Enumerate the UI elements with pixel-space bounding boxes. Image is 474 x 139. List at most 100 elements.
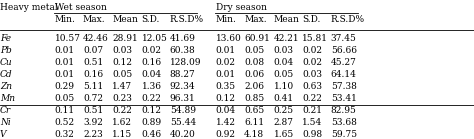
- Text: 0.89: 0.89: [142, 118, 162, 127]
- Text: 0.07: 0.07: [83, 46, 103, 55]
- Text: 6.11: 6.11: [244, 118, 264, 127]
- Text: 15.81: 15.81: [302, 34, 328, 43]
- Text: 1.10: 1.10: [273, 82, 293, 91]
- Text: 2.87: 2.87: [273, 118, 293, 127]
- Text: Min.: Min.: [55, 15, 75, 24]
- Text: 1.15: 1.15: [112, 130, 133, 139]
- Text: Mean: Mean: [112, 15, 138, 24]
- Text: 54.89: 54.89: [170, 106, 196, 115]
- Text: 0.85: 0.85: [244, 94, 264, 103]
- Text: Max.: Max.: [244, 15, 267, 24]
- Text: 0.22: 0.22: [112, 106, 132, 115]
- Text: 4.18: 4.18: [244, 130, 264, 139]
- Text: 0.08: 0.08: [244, 58, 264, 67]
- Text: 10.57: 10.57: [55, 34, 81, 43]
- Text: 88.27: 88.27: [170, 70, 195, 79]
- Text: 37.45: 37.45: [331, 34, 357, 43]
- Text: 0.04: 0.04: [273, 58, 293, 67]
- Text: 2.06: 2.06: [244, 82, 264, 91]
- Text: 0.01: 0.01: [55, 58, 74, 67]
- Text: 0.04: 0.04: [216, 106, 236, 115]
- Text: 1.65: 1.65: [273, 130, 294, 139]
- Text: Cu: Cu: [0, 58, 13, 67]
- Text: 0.05: 0.05: [112, 70, 133, 79]
- Text: 53.41: 53.41: [331, 94, 357, 103]
- Text: 0.01: 0.01: [55, 46, 74, 55]
- Text: 55.44: 55.44: [170, 118, 196, 127]
- Text: 0.02: 0.02: [302, 46, 322, 55]
- Text: 0.12: 0.12: [216, 94, 236, 103]
- Text: 0.16: 0.16: [142, 58, 162, 67]
- Text: Wet season: Wet season: [55, 3, 106, 12]
- Text: 2.23: 2.23: [83, 130, 103, 139]
- Text: 0.03: 0.03: [273, 46, 293, 55]
- Text: 0.12: 0.12: [112, 58, 132, 67]
- Text: 0.63: 0.63: [302, 82, 322, 91]
- Text: 0.25: 0.25: [273, 106, 293, 115]
- Text: 42.21: 42.21: [273, 34, 299, 43]
- Text: 41.69: 41.69: [170, 34, 196, 43]
- Text: 0.46: 0.46: [142, 130, 162, 139]
- Text: 0.51: 0.51: [83, 58, 103, 67]
- Text: Pb: Pb: [0, 46, 12, 55]
- Text: 40.20: 40.20: [170, 130, 195, 139]
- Text: 64.14: 64.14: [331, 70, 357, 79]
- Text: 56.66: 56.66: [331, 46, 357, 55]
- Text: 0.23: 0.23: [112, 94, 132, 103]
- Text: 0.51: 0.51: [83, 106, 103, 115]
- Text: 0.41: 0.41: [273, 94, 293, 103]
- Text: 12.05: 12.05: [142, 34, 168, 43]
- Text: 13.60: 13.60: [216, 34, 241, 43]
- Text: 0.32: 0.32: [55, 130, 74, 139]
- Text: 0.02: 0.02: [302, 58, 322, 67]
- Text: 0.04: 0.04: [142, 70, 162, 79]
- Text: 82.95: 82.95: [331, 106, 357, 115]
- Text: 1.54: 1.54: [302, 118, 323, 127]
- Text: 60.38: 60.38: [170, 46, 195, 55]
- Text: 0.11: 0.11: [55, 106, 74, 115]
- Text: 5.11: 5.11: [83, 82, 103, 91]
- Text: R.S.D%: R.S.D%: [331, 15, 365, 24]
- Text: S.D.: S.D.: [302, 15, 321, 24]
- Text: 0.02: 0.02: [142, 46, 162, 55]
- Text: Dry season: Dry season: [216, 3, 267, 12]
- Text: 0.21: 0.21: [302, 106, 322, 115]
- Text: Cd: Cd: [0, 70, 13, 79]
- Text: 92.34: 92.34: [170, 82, 195, 91]
- Text: 0.03: 0.03: [112, 46, 132, 55]
- Text: 0.65: 0.65: [244, 106, 264, 115]
- Text: Min.: Min.: [216, 15, 237, 24]
- Text: V: V: [0, 130, 7, 139]
- Text: 0.05: 0.05: [244, 46, 264, 55]
- Text: 60.91: 60.91: [244, 34, 270, 43]
- Text: 42.46: 42.46: [83, 34, 109, 43]
- Text: 59.75: 59.75: [331, 130, 357, 139]
- Text: 3.92: 3.92: [83, 118, 103, 127]
- Text: 0.98: 0.98: [302, 130, 322, 139]
- Text: 0.01: 0.01: [216, 46, 236, 55]
- Text: Mean: Mean: [273, 15, 300, 24]
- Text: 1.47: 1.47: [112, 82, 132, 91]
- Text: 1.42: 1.42: [216, 118, 236, 127]
- Text: Mn: Mn: [0, 94, 15, 103]
- Text: 0.06: 0.06: [244, 70, 264, 79]
- Text: Fe: Fe: [0, 34, 11, 43]
- Text: 1.62: 1.62: [112, 118, 132, 127]
- Text: 1.36: 1.36: [142, 82, 162, 91]
- Text: 45.27: 45.27: [331, 58, 357, 67]
- Text: Ni: Ni: [0, 118, 11, 127]
- Text: Zn: Zn: [0, 82, 12, 91]
- Text: 28.91: 28.91: [112, 34, 138, 43]
- Text: 0.29: 0.29: [55, 82, 74, 91]
- Text: 0.05: 0.05: [273, 70, 294, 79]
- Text: Max.: Max.: [83, 15, 106, 24]
- Text: Cr: Cr: [0, 106, 11, 115]
- Text: 0.01: 0.01: [216, 70, 236, 79]
- Text: 0.01: 0.01: [55, 70, 74, 79]
- Text: 0.92: 0.92: [216, 130, 236, 139]
- Text: 0.22: 0.22: [142, 94, 162, 103]
- Text: 0.12: 0.12: [142, 106, 162, 115]
- Text: Heavy metal: Heavy metal: [0, 3, 58, 12]
- Text: 53.68: 53.68: [331, 118, 357, 127]
- Text: 0.03: 0.03: [302, 70, 322, 79]
